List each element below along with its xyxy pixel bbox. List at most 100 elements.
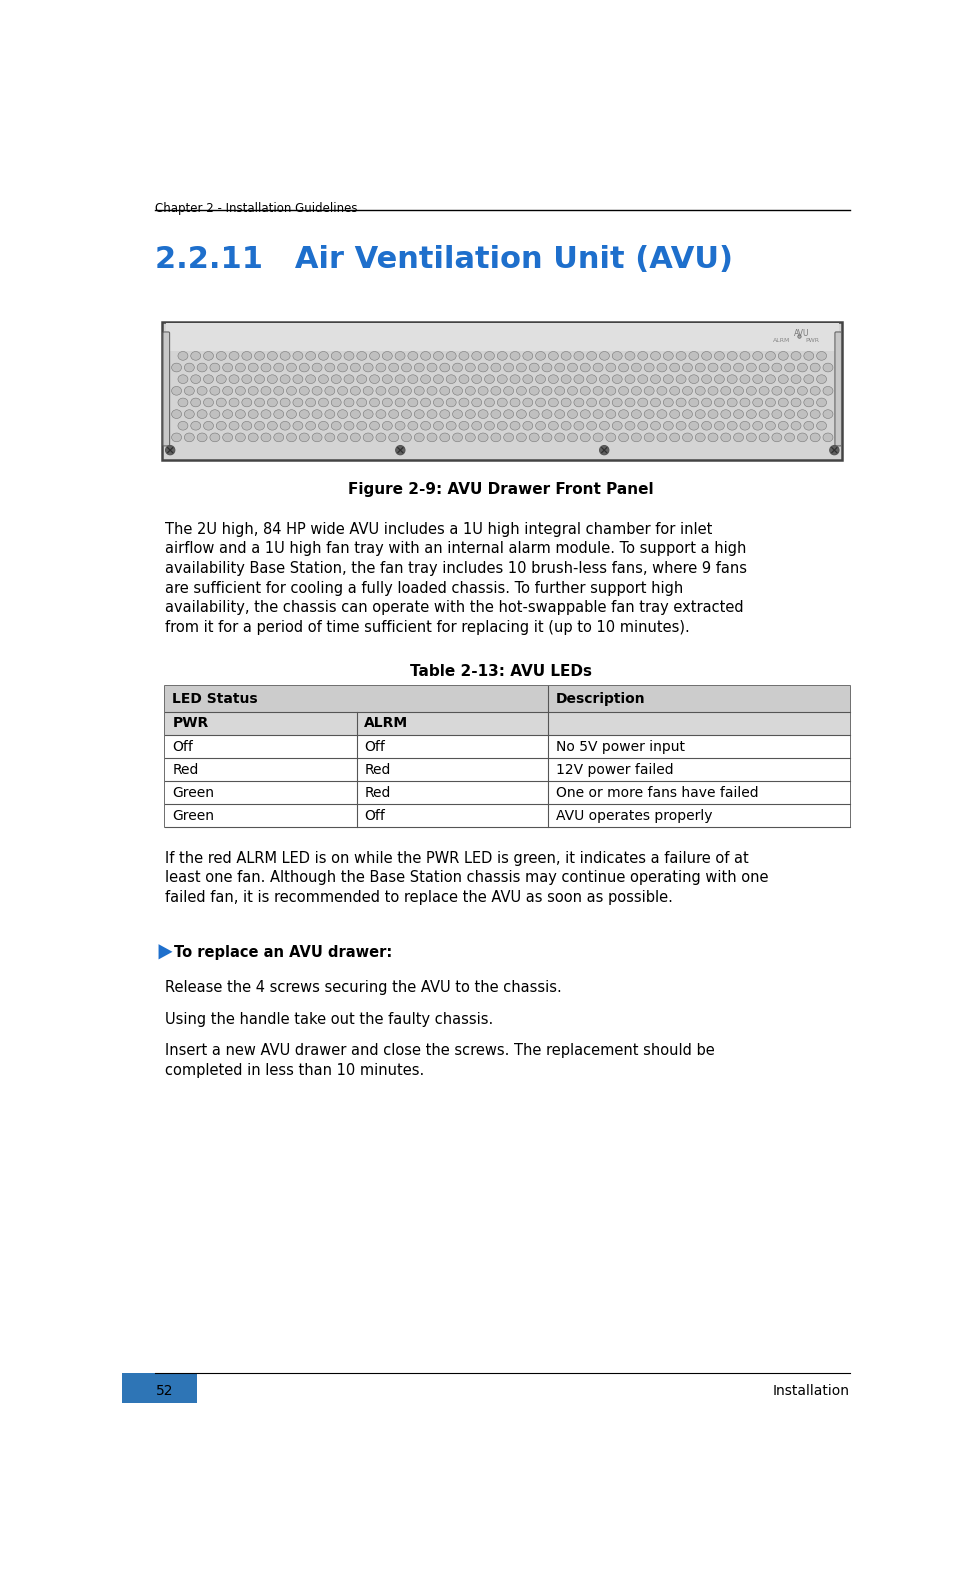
Text: Red: Red [364,763,391,777]
Ellipse shape [548,421,558,430]
Ellipse shape [708,410,718,419]
Ellipse shape [172,433,182,441]
Ellipse shape [714,375,724,383]
Ellipse shape [625,421,635,430]
Ellipse shape [382,375,393,383]
Ellipse shape [561,399,572,407]
Ellipse shape [734,386,743,396]
Ellipse shape [242,399,252,407]
Ellipse shape [242,351,252,361]
Text: availability, the chassis can operate with the hot-swappable fan tray extracted: availability, the chassis can operate wi… [165,600,743,615]
Ellipse shape [452,410,462,419]
Ellipse shape [210,362,220,372]
Ellipse shape [689,421,699,430]
Ellipse shape [178,351,188,361]
Text: airflow and a 1U high fan tray with an internal alarm module. To support a high: airflow and a 1U high fan tray with an i… [165,542,746,556]
Ellipse shape [185,362,194,372]
Polygon shape [158,944,173,960]
Ellipse shape [766,399,776,407]
Ellipse shape [772,433,782,441]
Ellipse shape [669,433,680,441]
Ellipse shape [676,375,686,383]
Ellipse shape [817,399,827,407]
Ellipse shape [268,399,277,407]
Ellipse shape [542,410,552,419]
Ellipse shape [268,375,277,383]
Text: The 2U high, 84 HP wide AVU includes a 1U high integral chamber for inlet: The 2U high, 84 HP wide AVU includes a 1… [165,522,712,537]
Ellipse shape [465,433,476,441]
Ellipse shape [625,399,635,407]
Ellipse shape [376,386,386,396]
Ellipse shape [389,433,399,441]
Text: PWR: PWR [173,717,209,731]
Ellipse shape [235,410,245,419]
Text: Chapter 2 - Installation Guidelines: Chapter 2 - Installation Guidelines [154,202,358,216]
Ellipse shape [293,421,303,430]
Text: failed fan, it is recommended to replace the AVU as soon as possible.: failed fan, it is recommended to replace… [165,890,672,905]
Ellipse shape [440,433,449,441]
Ellipse shape [306,375,316,383]
Ellipse shape [369,421,379,430]
Ellipse shape [759,433,769,441]
Text: Release the 4 screws securing the AVU to the chassis.: Release the 4 screws securing the AVU to… [165,980,562,996]
Ellipse shape [395,375,405,383]
Ellipse shape [452,433,462,441]
Bar [165,782,850,804]
Ellipse shape [376,410,386,419]
Ellipse shape [817,375,827,383]
Ellipse shape [523,421,532,430]
Ellipse shape [759,410,769,419]
Ellipse shape [823,386,833,396]
Ellipse shape [299,362,310,372]
Ellipse shape [485,351,494,361]
Ellipse shape [203,351,213,361]
Ellipse shape [568,410,577,419]
Circle shape [798,334,801,339]
Ellipse shape [235,433,245,441]
Ellipse shape [644,386,655,396]
Ellipse shape [319,351,328,361]
Ellipse shape [178,375,188,383]
Ellipse shape [638,399,648,407]
Ellipse shape [580,362,590,372]
Ellipse shape [402,362,411,372]
Ellipse shape [203,375,213,383]
Ellipse shape [421,399,431,407]
Ellipse shape [286,410,296,419]
Ellipse shape [568,362,577,372]
Ellipse shape [587,399,597,407]
Ellipse shape [625,351,635,361]
Ellipse shape [427,410,437,419]
Ellipse shape [280,375,290,383]
Ellipse shape [338,410,348,419]
Ellipse shape [338,433,348,441]
Ellipse shape [485,399,494,407]
Text: Green: Green [173,786,215,799]
Ellipse shape [242,375,252,383]
Ellipse shape [797,410,807,419]
Ellipse shape [369,351,379,361]
Ellipse shape [216,421,227,430]
Text: Installation: Installation [773,1384,850,1398]
Ellipse shape [357,375,366,383]
Ellipse shape [465,362,476,372]
Ellipse shape [600,351,610,361]
Ellipse shape [593,410,603,419]
Ellipse shape [497,399,507,407]
Text: To replace an AVU drawer:: To replace an AVU drawer: [174,946,393,960]
Ellipse shape [357,421,366,430]
Ellipse shape [606,362,616,372]
Ellipse shape [185,386,194,396]
Ellipse shape [402,433,411,441]
Ellipse shape [523,399,532,407]
Ellipse shape [497,375,507,383]
Ellipse shape [727,375,738,383]
Circle shape [165,446,175,455]
Ellipse shape [587,351,597,361]
Ellipse shape [823,433,833,441]
Text: 52: 52 [156,1384,174,1398]
Text: If the red ALRM LED is on while the PWR LED is green, it indicates a failure of : If the red ALRM LED is on while the PWR … [165,851,748,865]
Ellipse shape [721,410,731,419]
Ellipse shape [255,375,265,383]
Ellipse shape [573,351,584,361]
